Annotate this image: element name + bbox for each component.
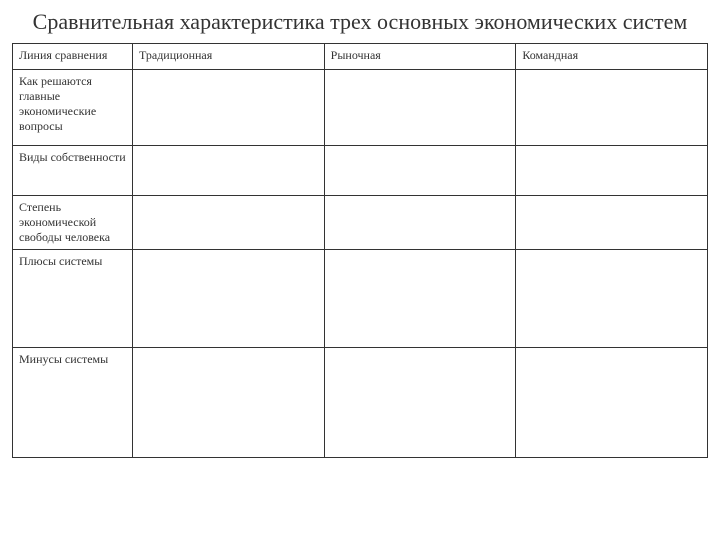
table-row: Как решаются главные экономические вопро… [13, 69, 708, 145]
cell-market [324, 195, 516, 249]
cell-traditional [133, 195, 325, 249]
cell-criteria: Как решаются главные экономические вопро… [13, 69, 133, 145]
cell-market [324, 145, 516, 195]
comparison-table: Линия сравнения Традиционная Рыночная Ко… [12, 43, 708, 458]
cell-criteria: Степень экономической свободы человека [13, 195, 133, 249]
cell-criteria: Минусы системы [13, 347, 133, 457]
col-header-criteria: Линия сравнения [13, 43, 133, 69]
cell-market [324, 69, 516, 145]
cell-command [516, 195, 708, 249]
cell-command [516, 69, 708, 145]
cell-market [324, 249, 516, 347]
cell-command [516, 145, 708, 195]
page-title: Сравнительная характеристика трех основн… [12, 8, 708, 37]
cell-criteria: Виды собственности [13, 145, 133, 195]
col-header-market: Рыночная [324, 43, 516, 69]
cell-criteria: Плюсы системы [13, 249, 133, 347]
table-row: Виды собственности [13, 145, 708, 195]
col-header-command: Командная [516, 43, 708, 69]
cell-traditional [133, 145, 325, 195]
table-row: Плюсы системы [13, 249, 708, 347]
cell-market [324, 347, 516, 457]
cell-traditional [133, 347, 325, 457]
cell-traditional [133, 249, 325, 347]
table-header-row: Линия сравнения Традиционная Рыночная Ко… [13, 43, 708, 69]
cell-traditional [133, 69, 325, 145]
table-row: Степень экономической свободы человека [13, 195, 708, 249]
cell-command [516, 347, 708, 457]
col-header-traditional: Традиционная [133, 43, 325, 69]
cell-command [516, 249, 708, 347]
table-row: Минусы системы [13, 347, 708, 457]
